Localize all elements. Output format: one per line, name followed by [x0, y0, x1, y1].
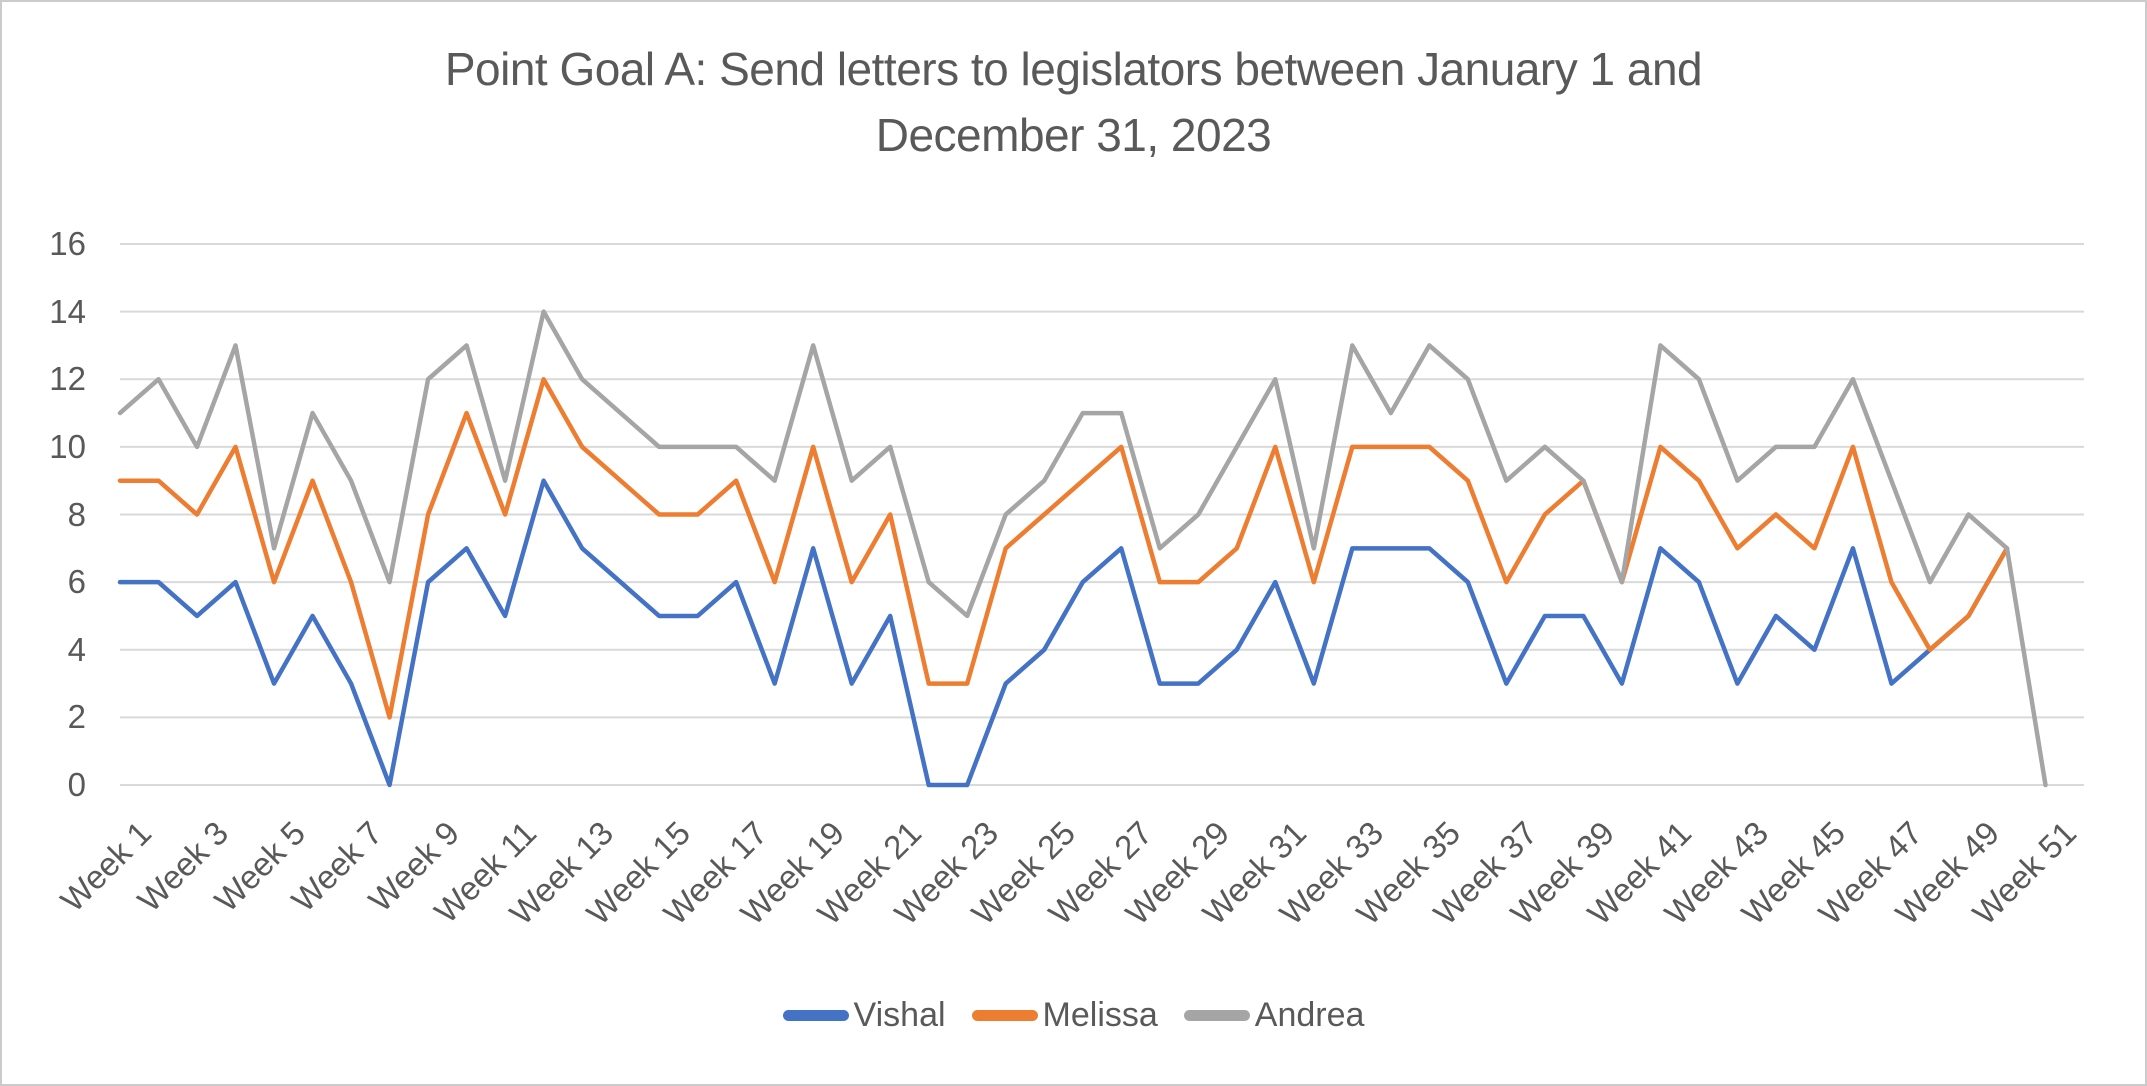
legend-label-melissa: Melissa — [1042, 996, 1158, 1034]
legend-swatch-melissa — [971, 1010, 1038, 1021]
y-axis-label-0: 0 — [67, 766, 86, 803]
legend-swatch-vishal — [782, 1010, 849, 1021]
y-axis-label-4: 4 — [67, 630, 86, 668]
y-axis-label-2: 2 — [67, 698, 86, 736]
chart-title: Point Goal A: Send letters to legislator… — [2, 36, 2145, 168]
y-axis-label-16: 16 — [49, 225, 86, 262]
series-line-melissa — [117, 377, 2010, 720]
series-line-vishal — [117, 478, 2010, 788]
y-axis-label-6: 6 — [67, 563, 86, 601]
y-axis-label-10: 10 — [49, 427, 86, 465]
y-axis-label-8: 8 — [67, 495, 86, 533]
legend-item-vishal: Vishal — [782, 996, 946, 1035]
series-line-andrea — [117, 309, 2048, 788]
chart-title-line1: Point Goal A: Send letters to legislator… — [444, 43, 1703, 95]
y-axis-label-14: 14 — [49, 292, 86, 330]
y-axis-label-12: 12 — [49, 360, 86, 398]
legend-swatch-andrea — [1183, 1010, 1250, 1021]
legend-label-vishal: Vishal — [853, 996, 946, 1034]
legend-label-andrea: Andrea — [1254, 996, 1365, 1034]
legend: Vishal Melissa Andrea — [2, 996, 2145, 1035]
legend-item-andrea: Andrea — [1183, 996, 1365, 1035]
chart-title-line2: December 31, 2023 — [875, 109, 1272, 161]
legend-item-melissa: Melissa — [971, 996, 1158, 1035]
